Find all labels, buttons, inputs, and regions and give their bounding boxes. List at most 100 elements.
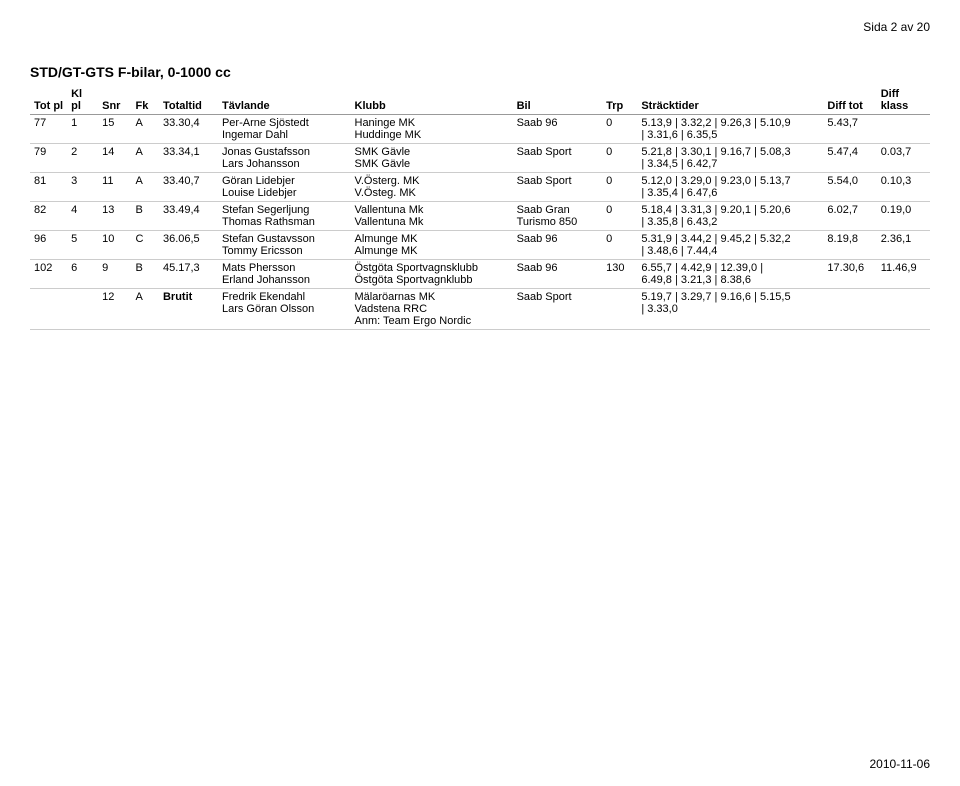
- cell-strack: 5.12,0 | 3.29,0 | 9.23,0 | 5.13,7| 3.35,…: [637, 173, 823, 202]
- cell-tavlande: Stefan SegerljungThomas Rathsman: [218, 202, 351, 231]
- page-number: Sida 2 av 20: [30, 20, 930, 64]
- table-row: 12ABrutitFredrik EkendahlLars Göran Olss…: [30, 289, 930, 330]
- cell-totaltid: 36.06,5: [159, 231, 218, 260]
- cell-difftot: 5.43,7: [823, 115, 876, 144]
- cell-snr: 12: [98, 289, 131, 330]
- cell-tavlande: Jonas GustafssonLars Johansson: [218, 144, 351, 173]
- cell-totaltid: 33.34,1: [159, 144, 218, 173]
- cell-trp: 0: [602, 231, 637, 260]
- col-difftot: Diff tot: [823, 86, 876, 115]
- col-strack: Sträcktider: [637, 86, 823, 115]
- cell-snr: 11: [98, 173, 131, 202]
- cell-diffklass: 11.46,9: [877, 260, 930, 289]
- cell-totaltid: 33.40,7: [159, 173, 218, 202]
- col-tavlande: Tävlande: [218, 86, 351, 115]
- cell-strack: 5.18,4 | 3.31,3 | 9.20,1 | 5.20,6| 3.35,…: [637, 202, 823, 231]
- cell-snr: 10: [98, 231, 131, 260]
- col-bil: Bil: [513, 86, 603, 115]
- cell-klpl: 2: [67, 144, 98, 173]
- cell-bil: Saab 96: [513, 260, 603, 289]
- cell-snr: 9: [98, 260, 131, 289]
- cell-fk: A: [132, 144, 159, 173]
- cell-klpl: 4: [67, 202, 98, 231]
- cell-diffklass: 0.19,0: [877, 202, 930, 231]
- cell-diffklass: [877, 115, 930, 144]
- cell-diffklass: [877, 289, 930, 330]
- table-row: 10269B45.17,3Mats PherssonErland Johanss…: [30, 260, 930, 289]
- cell-klpl: 1: [67, 115, 98, 144]
- cell-bil: Saab 96: [513, 231, 603, 260]
- table-row: 81311A33.40,7Göran LidebjerLouise Lidebj…: [30, 173, 930, 202]
- cell-klpl: 3: [67, 173, 98, 202]
- cell-fk: A: [132, 289, 159, 330]
- cell-difftot: 17.30,6: [823, 260, 876, 289]
- cell-fk: A: [132, 173, 159, 202]
- cell-difftot: 5.47,4: [823, 144, 876, 173]
- cell-strack: 5.31,9 | 3.44,2 | 9.45,2 | 5.32,2| 3.48,…: [637, 231, 823, 260]
- cell-totpl: 81: [30, 173, 67, 202]
- table-row: 82413B33.49,4Stefan SegerljungThomas Rat…: [30, 202, 930, 231]
- cell-klubb: Almunge MKAlmunge MK: [351, 231, 513, 260]
- col-trp: Trp: [602, 86, 637, 115]
- cell-klubb: Vallentuna MkVallentuna Mk: [351, 202, 513, 231]
- table-row: 79214A33.34,1Jonas GustafssonLars Johans…: [30, 144, 930, 173]
- cell-difftot: 5.54,0: [823, 173, 876, 202]
- cell-totaltid: 45.17,3: [159, 260, 218, 289]
- cell-snr: 13: [98, 202, 131, 231]
- cell-strack: 5.21,8 | 3.30,1 | 9.16,7 | 5.08,3| 3.34,…: [637, 144, 823, 173]
- cell-strack: 5.19,7 | 3.29,7 | 9.16,6 | 5.15,5| 3.33,…: [637, 289, 823, 330]
- col-snr: Snr: [98, 86, 131, 115]
- cell-tavlande: Stefan GustavssonTommy Ericsson: [218, 231, 351, 260]
- cell-totpl: 77: [30, 115, 67, 144]
- cell-tavlande: Fredrik EkendahlLars Göran Olsson: [218, 289, 351, 330]
- cell-klubb: Haninge MKHuddinge MK: [351, 115, 513, 144]
- cell-klubb: Mälaröarnas MKVadstena RRCAnm: Team Ergo…: [351, 289, 513, 330]
- cell-difftot: 8.19,8: [823, 231, 876, 260]
- cell-snr: 15: [98, 115, 131, 144]
- cell-strack: 5.13,9 | 3.32,2 | 9.26,3 | 5.10,9| 3.31,…: [637, 115, 823, 144]
- table-header-row: Tot pl Kl pl Snr Fk Totaltid Tävlande Kl…: [30, 86, 930, 115]
- cell-difftot: [823, 289, 876, 330]
- cell-trp: [602, 289, 637, 330]
- col-fk: Fk: [132, 86, 159, 115]
- cell-klpl: 5: [67, 231, 98, 260]
- cell-klubb: SMK GävleSMK Gävle: [351, 144, 513, 173]
- cell-bil: Saab Sport: [513, 289, 603, 330]
- cell-klubb: V.Österg. MKV.Östeg. MK: [351, 173, 513, 202]
- cell-bil: Saab Sport: [513, 173, 603, 202]
- cell-diffklass: 0.03,7: [877, 144, 930, 173]
- cell-strack: 6.55,7 | 4.42,9 | 12.39,0 |6.49,8 | 3.21…: [637, 260, 823, 289]
- cell-totaltid: 33.49,4: [159, 202, 218, 231]
- col-klubb: Klubb: [351, 86, 513, 115]
- col-totpl: Tot pl: [30, 86, 67, 115]
- cell-diffklass: 0.10,3: [877, 173, 930, 202]
- cell-totpl: 102: [30, 260, 67, 289]
- cell-fk: B: [132, 260, 159, 289]
- col-klpl: Kl pl: [67, 86, 98, 115]
- cell-trp: 0: [602, 144, 637, 173]
- cell-trp: 0: [602, 173, 637, 202]
- cell-trp: 0: [602, 115, 637, 144]
- cell-bil: Saab Gran Turismo 850: [513, 202, 603, 231]
- cell-trp: 0: [602, 202, 637, 231]
- cell-fk: A: [132, 115, 159, 144]
- cell-tavlande: Göran LidebjerLouise Lidebjer: [218, 173, 351, 202]
- cell-trp: 130: [602, 260, 637, 289]
- table-row: 77115A33.30,4Per-Arne SjöstedtIngemar Da…: [30, 115, 930, 144]
- cell-bil: Saab Sport: [513, 144, 603, 173]
- cell-klpl: [67, 289, 98, 330]
- class-title: STD/GT-GTS F-bilar, 0-1000 cc: [30, 64, 930, 80]
- results-table: Tot pl Kl pl Snr Fk Totaltid Tävlande Kl…: [30, 86, 930, 330]
- cell-totpl: 96: [30, 231, 67, 260]
- cell-snr: 14: [98, 144, 131, 173]
- cell-totpl: 79: [30, 144, 67, 173]
- cell-totpl: [30, 289, 67, 330]
- cell-tavlande: Per-Arne SjöstedtIngemar Dahl: [218, 115, 351, 144]
- cell-diffklass: 2.36,1: [877, 231, 930, 260]
- cell-bil: Saab 96: [513, 115, 603, 144]
- cell-totaltid: Brutit: [159, 289, 218, 330]
- cell-klpl: 6: [67, 260, 98, 289]
- cell-klubb: Östgöta SportvagnsklubbÖstgöta Sportvagn…: [351, 260, 513, 289]
- cell-difftot: 6.02,7: [823, 202, 876, 231]
- cell-totaltid: 33.30,4: [159, 115, 218, 144]
